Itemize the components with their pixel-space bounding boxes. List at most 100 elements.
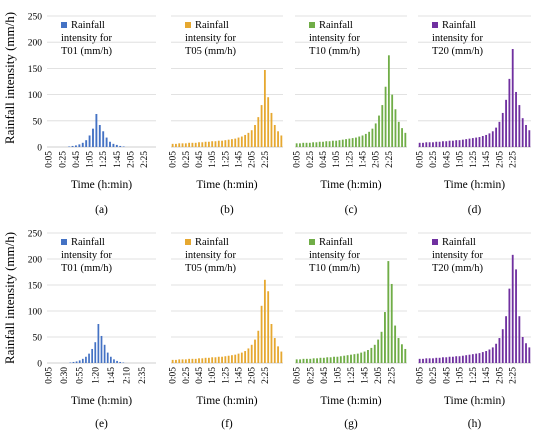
bar [221,140,223,147]
bar [418,358,421,363]
y-tick-label: 100 [28,308,43,318]
x-tick-label: 1:05 [456,367,466,384]
bar [171,359,174,363]
bar [458,140,461,147]
bar [184,143,187,147]
bar [312,358,315,363]
bar [435,357,438,363]
bar [468,138,471,147]
bar [356,353,359,363]
bar [515,269,517,363]
x-tick-label: 1:25 [347,367,357,384]
bar [273,124,276,147]
bar [113,359,115,363]
bar [184,359,187,363]
bar [122,362,125,363]
x-axis-title: Time (h:min) [444,179,505,191]
legend-text: Rainfall [195,237,229,248]
bar [448,140,451,147]
bar [422,142,424,147]
bar [305,142,308,147]
bar [394,325,397,363]
bar [355,137,357,147]
bar [85,140,88,147]
legend-text: Rainfall [442,237,476,248]
legend-text: Rainfall [319,20,353,31]
bar [528,347,531,363]
x-tick-label: 1:25 [221,151,231,168]
x-tick-label: 0:25 [429,151,439,168]
bar [455,356,458,363]
legend-text: T01 (mm/h) [61,46,113,57]
x-tick-label: 1:05 [332,151,342,168]
bar [204,357,207,363]
x-tick-label: 1:25 [469,367,479,384]
x-tick-label: 2:05 [248,151,258,168]
panel-label: (g) [344,418,358,430]
bar [250,130,253,147]
bar [217,356,220,363]
panel-label: (a) [95,204,108,216]
bar [505,316,507,363]
panel-f: 0:05 0:25 0:45 1:05 1:25 1:45 2:05 2:25 Time (h:… [169,232,283,430]
bar [364,133,367,147]
bar [445,141,448,147]
bar [498,121,501,147]
bar [491,347,494,363]
bar [358,136,361,147]
y-tick-label: 0 [37,360,42,370]
panel-label: (h) [468,418,482,430]
bar [122,146,125,147]
bar [211,141,214,147]
bar [475,353,478,363]
bar [442,141,444,147]
x-tick-label: 1:45 [113,151,123,168]
legend-text: T05 (mm/h) [185,46,237,57]
x-tick-label: 2:25 [140,151,150,168]
x-tick-label: 0:45 [319,151,329,168]
bar [488,133,491,147]
y-axis-title-bottom: Rainfall intensity (mm/h) [2,232,17,364]
bar [299,143,301,147]
x-tick-label: 0:45 [72,151,82,168]
y-tick-label: 250 [28,230,43,240]
x-tick-label: 1:05 [208,367,218,384]
x-tick-label: 1:25 [99,151,109,168]
bar [387,261,390,363]
x-tick-label: 2:05 [495,151,505,168]
y-tick-label: 250 [28,13,43,23]
bar [119,361,122,363]
x-tick-label: 2:25 [509,367,519,384]
bar [465,355,468,363]
legend-text: T01 (mm/h) [61,263,113,274]
legend-text: intensity for [185,33,237,44]
legend-text: intensity for [185,250,237,261]
bar [227,355,230,363]
bar [103,344,106,363]
x-tick-label: 1:45 [482,151,492,168]
x-axis-title: Time (h:min) [444,395,505,407]
bar [425,358,428,363]
bar [328,141,331,147]
bar [254,124,256,147]
x-tick-label: 0:55 [76,367,86,384]
bar [247,348,250,363]
y-tick-label: 50 [33,117,43,127]
bar [237,137,240,147]
x-tick-label: 1:05 [333,367,343,384]
bar [171,143,174,147]
x-tick-label: 1:25 [345,151,355,168]
x-tick-label: 1:05 [208,151,218,168]
bar [331,140,334,147]
bar [458,356,461,363]
x-tick-label: 2:25 [261,367,271,384]
legend-swatch [432,239,438,245]
bar [336,356,339,363]
bar [277,346,279,363]
bar [350,354,352,363]
bar [384,86,387,147]
bar [94,342,97,363]
bar [498,338,501,363]
bar [227,139,230,147]
legend-text: T05 (mm/h) [185,263,237,274]
